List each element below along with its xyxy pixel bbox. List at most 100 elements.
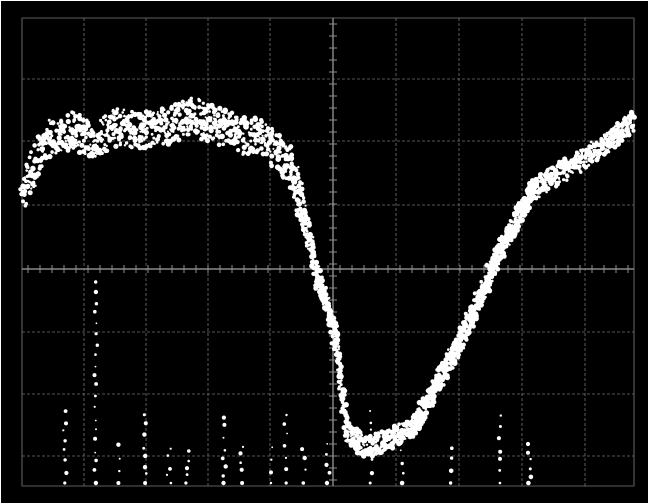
trace-point (27, 166, 30, 170)
trace-point (90, 145, 97, 152)
trace-point (93, 154, 97, 158)
trace-point (109, 115, 114, 120)
trace-point (241, 152, 245, 156)
pulse-trace-point (525, 441, 531, 447)
trace-point (149, 124, 155, 129)
trace-point (45, 127, 49, 132)
trace-point (310, 239, 315, 244)
pulse-trace-point (302, 455, 307, 461)
trace-point (536, 184, 540, 189)
trace-point (345, 432, 350, 438)
trace-point (283, 152, 289, 159)
trace-point (103, 114, 108, 118)
trace-point (229, 110, 235, 116)
trace-point (335, 348, 339, 352)
trace-point (467, 331, 470, 334)
pulse-trace-point (324, 462, 329, 467)
pulse-trace-point (94, 382, 98, 386)
trace-point (491, 271, 494, 274)
pulse-trace-point (269, 470, 273, 475)
trace-point (406, 427, 411, 431)
trace-point (174, 138, 176, 141)
pulse-trace-point (448, 468, 454, 474)
trace-point (132, 137, 138, 143)
trace-point (316, 275, 320, 279)
trace-point (501, 245, 506, 251)
trace-point (496, 258, 501, 263)
trace-point (433, 399, 436, 402)
trace-point (599, 142, 602, 145)
trace-point (288, 144, 294, 150)
trace-point (206, 106, 210, 110)
trace-point (161, 141, 165, 146)
trace-point (265, 126, 270, 131)
pulse-trace-point (221, 480, 226, 486)
trace-point (632, 123, 636, 127)
trace-point (473, 300, 477, 303)
trace-point (340, 400, 345, 405)
trace-point (381, 430, 388, 436)
trace-point (608, 140, 614, 145)
trace-point (135, 129, 138, 132)
trace-point (190, 126, 193, 129)
trace-point (252, 147, 256, 150)
trace-point (316, 270, 319, 273)
trace-point (274, 133, 279, 138)
trace-point (260, 129, 265, 134)
trace-point (173, 117, 179, 124)
trace-point (557, 163, 562, 168)
trace-point (597, 153, 602, 157)
trace-point (324, 296, 329, 302)
trace-point (163, 117, 169, 123)
trace-point (59, 119, 64, 124)
trace-point (300, 181, 304, 186)
trace-point (399, 439, 404, 444)
trace-point (123, 144, 127, 147)
trace-point (216, 126, 219, 129)
trace-point (397, 422, 401, 427)
trace-point (217, 129, 222, 134)
trace-point (582, 160, 586, 164)
trace-point (129, 145, 134, 150)
pulse-trace-point (526, 450, 530, 455)
trace-point (544, 176, 549, 182)
trace-point (335, 324, 340, 328)
trace-point (626, 121, 631, 126)
trace-point (181, 132, 185, 136)
trace-point (472, 291, 477, 296)
pulse-trace-point (301, 481, 306, 485)
trace-point (271, 136, 274, 139)
trace-point (349, 435, 352, 438)
trace-point (106, 132, 109, 135)
trace-point (193, 112, 197, 116)
trace-point (56, 122, 60, 125)
trace-point (234, 117, 239, 122)
trace-point (74, 133, 79, 138)
trace-point (499, 234, 504, 239)
pulse-trace-point (92, 373, 97, 378)
trace-point (365, 443, 369, 446)
trace-point (176, 137, 182, 143)
trace-point (252, 116, 259, 123)
trace-point (631, 128, 636, 133)
trace-point (593, 142, 599, 148)
pulse-trace-point (63, 409, 68, 413)
trace-point (448, 366, 453, 371)
trace-point (253, 127, 256, 129)
trace-point (453, 356, 456, 360)
trace-point (48, 136, 53, 140)
trace-point (297, 183, 301, 188)
trace-point (242, 132, 245, 135)
trace-point (311, 271, 316, 276)
trace-point (60, 133, 63, 136)
pulse-trace-point (63, 458, 67, 462)
trace-point (596, 151, 599, 155)
trace-point (565, 174, 570, 179)
trace-point (474, 314, 477, 317)
trace-point (439, 386, 443, 390)
trace-point (460, 330, 463, 334)
trace-point (75, 141, 79, 145)
trace-point (434, 379, 438, 383)
trace-point (452, 345, 456, 350)
trace-point (272, 147, 275, 150)
